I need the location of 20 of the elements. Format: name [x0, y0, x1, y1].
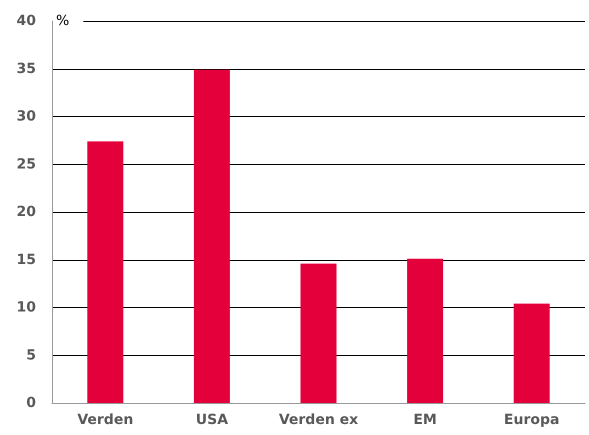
y-tick-label: 0	[26, 395, 36, 411]
y-tick-label: 25	[16, 156, 36, 172]
x-tick-label: Verden	[77, 412, 134, 428]
y-tick-label: 20	[16, 204, 36, 220]
y-tick-label: 10	[16, 300, 36, 316]
x-tick-label: Verden ex	[278, 412, 358, 428]
bar	[194, 70, 230, 403]
bar	[514, 304, 550, 403]
bar	[300, 264, 336, 403]
x-tick-label: USA	[196, 412, 228, 428]
bar	[87, 141, 124, 403]
y-axis-title: %	[56, 13, 70, 29]
y-tick-label: 5	[26, 347, 36, 364]
x-tick-label: Europa	[504, 412, 560, 428]
y-tick-label: 30	[16, 108, 36, 124]
y-tick-label: 40	[16, 13, 36, 29]
y-tick-label: 35	[16, 60, 36, 77]
bar	[407, 258, 444, 403]
x-tick-label: EM	[413, 412, 437, 428]
y-tick-label: 15	[16, 252, 36, 268]
